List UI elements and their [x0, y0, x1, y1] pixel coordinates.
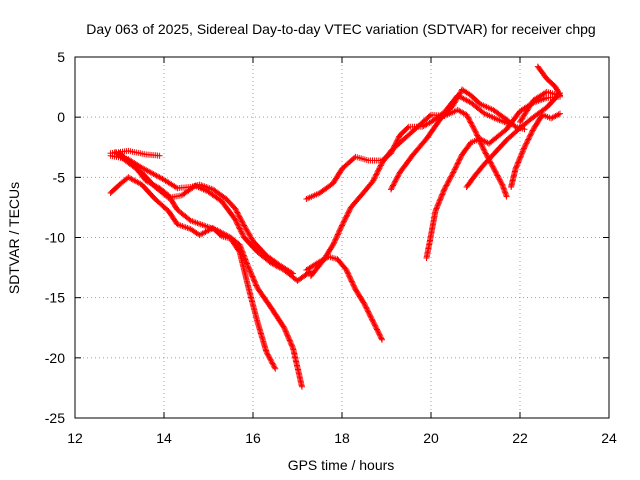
series-markers [307, 106, 510, 279]
axis-ticks: 12 14 16 18 20 22 24 -25 -20 -15 -10 -5 0 5 [45, 49, 617, 446]
series-track-2 [107, 152, 296, 277]
chart-title: Day 063 of 2025, Sidereal Day-to-day VTE… [86, 21, 595, 37]
series-track-13 [517, 63, 563, 125]
x-tick-label: 16 [245, 430, 261, 446]
y-tick-label: -5 [53, 169, 66, 185]
x-tick-label: 20 [423, 430, 439, 446]
series-markers [107, 152, 296, 277]
series-markers [517, 63, 563, 125]
y-tick-label: -25 [45, 410, 65, 426]
series-track-8 [307, 106, 510, 279]
y-tick-label: -15 [45, 290, 65, 306]
grid [75, 57, 609, 418]
series-markers [463, 90, 563, 190]
series-markers [388, 86, 528, 193]
y-tick-label: 0 [57, 109, 65, 125]
series-markers [116, 150, 305, 390]
y-tick-label: -10 [45, 230, 65, 246]
y-axis-title: SDTVAR / TECUs [6, 182, 22, 294]
series-track-9 [388, 86, 528, 193]
x-tick-label: 22 [512, 430, 528, 446]
series-track-11 [463, 90, 563, 190]
x-axis-title: GPS time / hours [288, 457, 395, 473]
x-tick-label: 14 [156, 430, 172, 446]
series-track-12 [508, 110, 563, 190]
series-track-5 [116, 150, 305, 390]
y-tick-label: 5 [57, 49, 65, 65]
data-points [107, 63, 563, 390]
series-markers [508, 110, 563, 190]
x-tick-label: 24 [601, 430, 617, 446]
y-tick-label: -20 [45, 350, 65, 366]
x-tick-label: 12 [67, 430, 83, 446]
x-tick-label: 18 [334, 430, 350, 446]
